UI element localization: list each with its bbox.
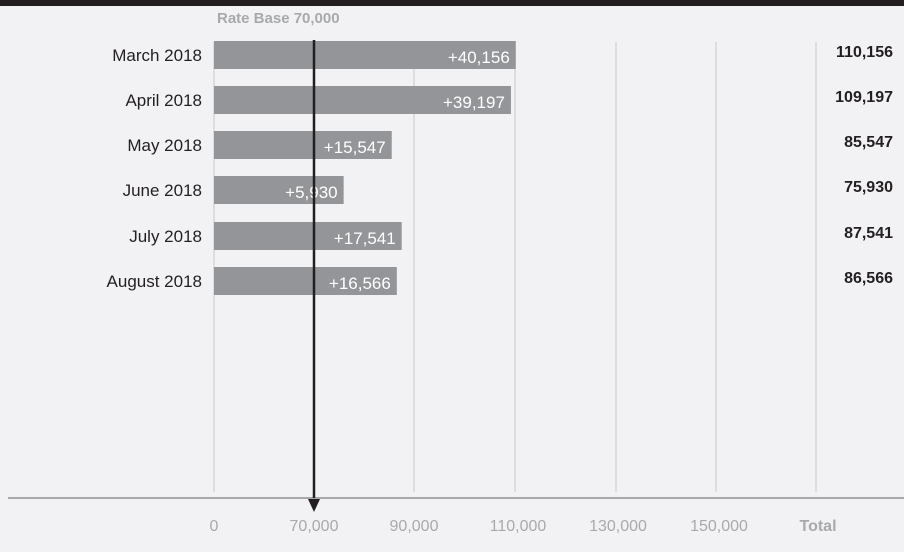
rate-base-label: Rate Base 70,000 [217, 10, 340, 27]
x-tick-label: 130,000 [589, 518, 647, 535]
bar [214, 267, 397, 295]
category-label: May 2018 [127, 136, 202, 155]
increment-label: +40,156 [448, 48, 510, 67]
total-value-label: 86,566 [844, 270, 893, 287]
x-tick-label: 70,000 [290, 518, 339, 535]
increment-label: +17,541 [334, 229, 396, 248]
x-tick-label: 90,000 [390, 518, 439, 535]
bar [214, 86, 511, 114]
x-tick-label: 110,000 [490, 518, 547, 535]
total-value-label: 85,547 [844, 134, 893, 151]
bar-layer [214, 41, 516, 295]
bar [214, 176, 344, 204]
total-value-label: 87,541 [844, 225, 893, 242]
increment-label: +16,566 [329, 274, 391, 293]
label-layer: 0 70,000 90,000 110,000 130,000 150,000 Total R… [107, 10, 894, 535]
total-column-header: Total [799, 518, 836, 535]
arrow-layer [308, 40, 320, 512]
x-tick-label: 150,000 [690, 518, 748, 535]
increment-label: +15,547 [324, 138, 386, 157]
category-label: March 2018 [112, 46, 202, 65]
increment-label: +39,197 [443, 93, 505, 112]
category-label: June 2018 [123, 181, 202, 200]
rate-base-arrow-head [308, 499, 320, 512]
top-bar [0, 0, 904, 6]
category-label: August 2018 [107, 272, 202, 291]
bar [214, 41, 516, 69]
total-value-label: 110,156 [836, 44, 893, 61]
category-label: July 2018 [129, 227, 202, 246]
bar [214, 222, 402, 250]
bar [214, 131, 392, 159]
increment-label: +5,930 [285, 183, 337, 202]
category-label: April 2018 [125, 91, 202, 110]
x-tick-label: 0 [210, 518, 219, 535]
total-value-label: 109,197 [835, 89, 893, 106]
total-value-label: 75,930 [844, 179, 893, 196]
